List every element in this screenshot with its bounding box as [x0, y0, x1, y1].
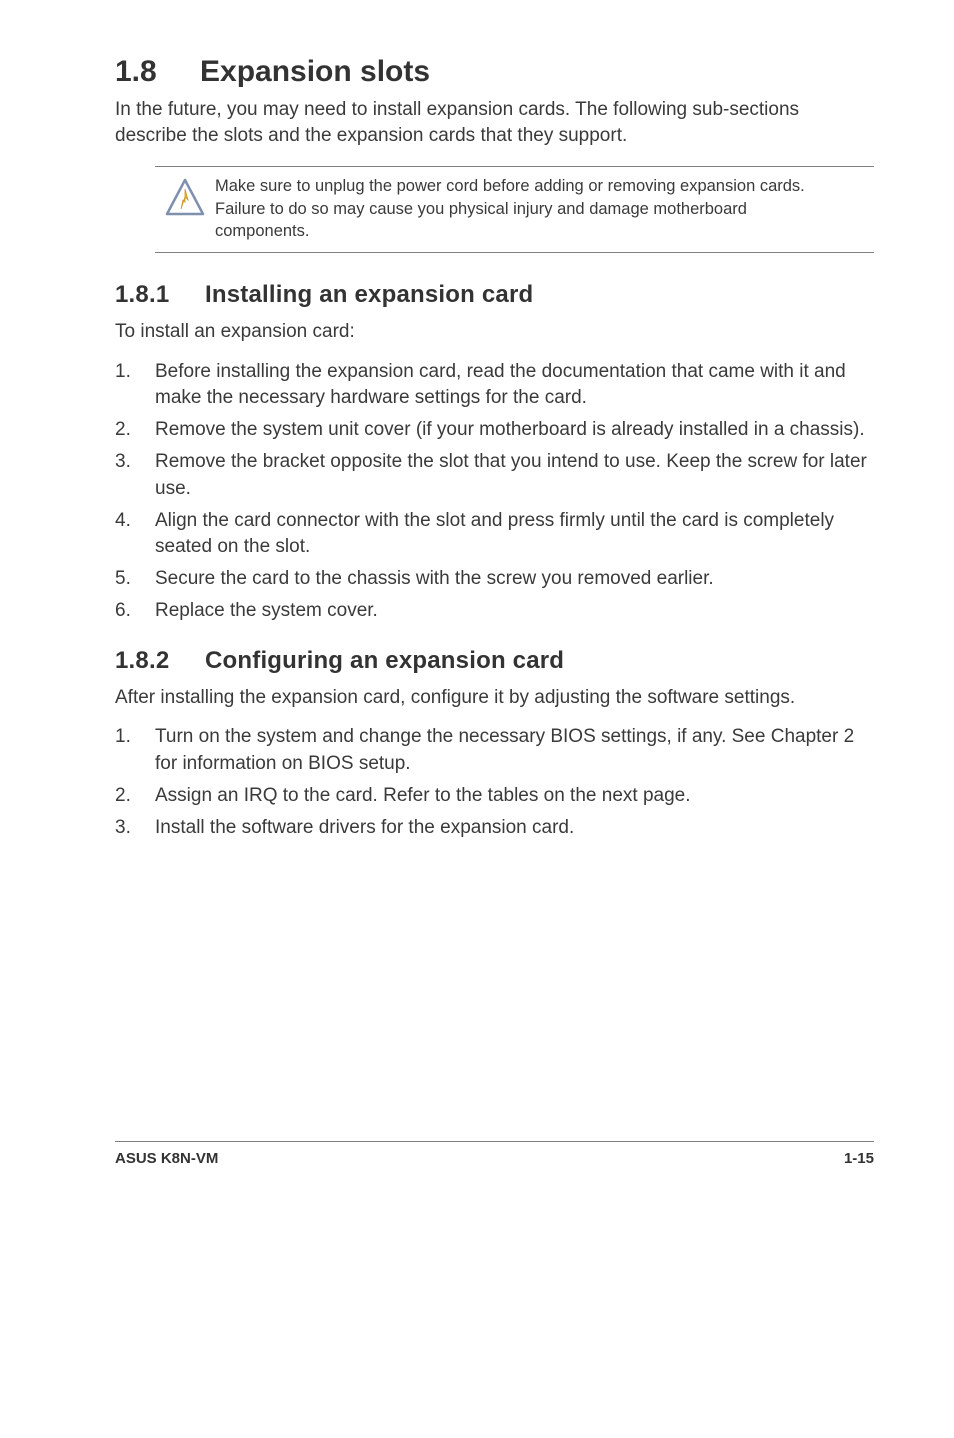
step-text: Before installing the expansion card, re…: [155, 359, 874, 411]
subsection-number: 1.8.2: [115, 647, 205, 675]
list-item: 1.Turn on the system and change the nece…: [115, 724, 874, 776]
step-number: 2.: [115, 417, 155, 443]
step-text: Install the software drivers for the exp…: [155, 815, 874, 841]
subsection-heading: 1.8.2 Configuring an expansion card: [115, 647, 874, 675]
intro-paragraph: In the future, you may need to install e…: [115, 97, 874, 148]
step-text: Assign an IRQ to the card. Refer to the …: [155, 783, 874, 809]
list-item: 3.Remove the bracket opposite the slot t…: [115, 449, 874, 501]
step-text: Align the card connector with the slot a…: [155, 508, 874, 560]
list-item: 5.Secure the card to the chassis with th…: [115, 566, 874, 592]
step-number: 5.: [115, 566, 155, 592]
list-item: 2.Remove the system unit cover (if your …: [115, 417, 874, 443]
list-item: 6.Replace the system cover.: [115, 598, 874, 624]
subsection-number: 1.8.1: [115, 281, 205, 309]
list-item: 3.Install the software drivers for the e…: [115, 815, 874, 841]
list-item: 1.Before installing the expansion card, …: [115, 359, 874, 411]
footer-product: ASUS K8N-VM: [115, 1150, 218, 1167]
step-number: 1.: [115, 359, 155, 411]
subsection-title: Configuring an expansion card: [205, 647, 564, 675]
step-number: 3.: [115, 449, 155, 501]
section1-lead: To install an expansion card:: [115, 319, 874, 345]
heading-title: Expansion slots: [200, 55, 430, 89]
section-heading: 1.8 Expansion slots: [115, 55, 874, 89]
step-number: 4.: [115, 508, 155, 560]
list-item: 4.Align the card connector with the slot…: [115, 508, 874, 560]
heading-number: 1.8: [115, 55, 200, 89]
section1-steps: 1.Before installing the expansion card, …: [115, 359, 874, 625]
footer-page-number: 1-15: [844, 1150, 874, 1167]
subsection-heading: 1.8.1 Installing an expansion card: [115, 281, 874, 309]
list-item: 2.Assign an IRQ to the card. Refer to th…: [115, 783, 874, 809]
step-text: Replace the system cover.: [155, 598, 874, 624]
subsection-title: Installing an expansion card: [205, 281, 533, 309]
step-text: Secure the card to the chassis with the …: [155, 566, 874, 592]
section2-lead: After installing the expansion card, con…: [115, 685, 874, 711]
page-footer: ASUS K8N-VM 1-15: [115, 1141, 874, 1167]
step-number: 1.: [115, 724, 155, 776]
warning-icon: [155, 175, 215, 219]
step-text: Remove the system unit cover (if your mo…: [155, 417, 874, 443]
step-text: Turn on the system and change the necess…: [155, 724, 874, 776]
section2-steps: 1.Turn on the system and change the nece…: [115, 724, 874, 841]
step-number: 3.: [115, 815, 155, 841]
step-number: 2.: [115, 783, 155, 809]
step-number: 6.: [115, 598, 155, 624]
warning-callout: Make sure to unplug the power cord befor…: [155, 166, 874, 253]
warning-text: Make sure to unplug the power cord befor…: [215, 175, 874, 242]
step-text: Remove the bracket opposite the slot tha…: [155, 449, 874, 501]
